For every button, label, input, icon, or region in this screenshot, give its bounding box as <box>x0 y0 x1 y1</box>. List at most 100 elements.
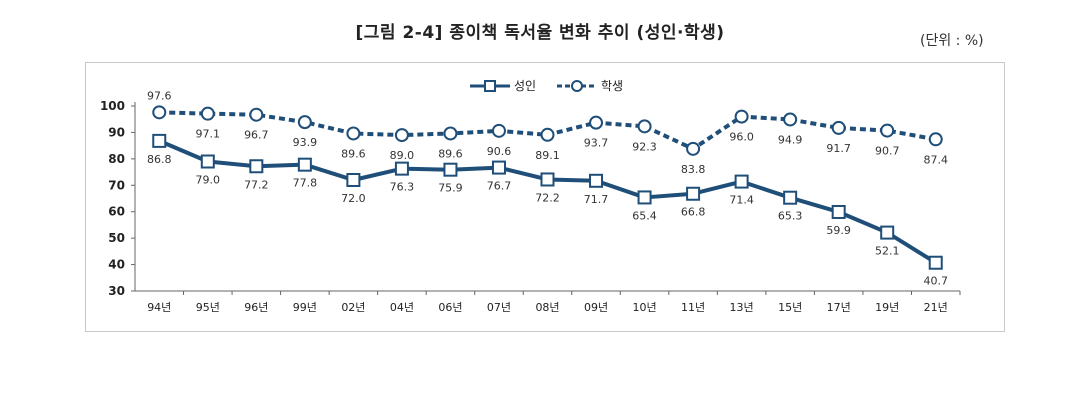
adult-data-label-16: 40.7 <box>923 275 948 288</box>
figure-title: [그림 2-4] 종이책 독서율 변화 추이 (성인·학생) <box>355 23 725 43</box>
student-point-10 <box>637 119 652 134</box>
x-tick-label-1: 95년 <box>196 301 220 314</box>
student-data-label-15: 90.7 <box>875 145 900 158</box>
student-data-label-4: 89.6 <box>341 147 366 160</box>
student-point-4 <box>346 126 361 141</box>
student-data-label-11: 83.8 <box>681 163 706 176</box>
chart-frame <box>85 62 1005 332</box>
adult-data-label-8: 72.2 <box>535 191 560 204</box>
student-data-label-12: 96.0 <box>729 131 754 144</box>
x-tick-label-0: 94년 <box>147 301 171 314</box>
adult-data-label-7: 76.7 <box>487 180 512 193</box>
student-point-12 <box>734 109 749 124</box>
student-point-0 <box>152 105 167 120</box>
adult-data-label-2: 77.2 <box>244 178 269 191</box>
adult-point-1 <box>200 154 215 169</box>
adult-point-12 <box>734 174 749 189</box>
legend-student-label: 학생 <box>601 79 623 93</box>
adult-data-label-13: 65.3 <box>778 210 803 223</box>
x-tick-label-4: 02년 <box>341 301 365 314</box>
student-data-label-10: 92.3 <box>632 140 657 153</box>
x-tick-label-8: 08년 <box>535 301 559 314</box>
student-point-11 <box>686 141 701 156</box>
student-data-label-1: 97.1 <box>196 128 221 141</box>
adult-data-label-6: 75.9 <box>438 182 463 195</box>
adult-point-7 <box>491 160 506 175</box>
adult-point-2 <box>249 159 264 174</box>
student-point-3 <box>297 115 312 130</box>
adult-data-label-14: 59.9 <box>826 224 851 237</box>
x-tick-label-13: 15년 <box>778 301 802 314</box>
adult-data-label-9: 71.7 <box>584 193 609 206</box>
student-data-label-0: 97.6 <box>147 89 172 102</box>
y-tick-label-6: 40 <box>108 258 125 272</box>
unit-label: (단위 : %) <box>920 33 984 49</box>
student-point-8 <box>540 127 555 142</box>
x-tick-label-11: 11년 <box>681 301 705 314</box>
adult-data-label-5: 76.3 <box>390 181 415 194</box>
adult-point-15 <box>880 225 895 240</box>
adult-data-label-10: 65.4 <box>632 209 657 222</box>
adult-point-14 <box>831 204 846 219</box>
adult-data-label-11: 66.8 <box>681 206 706 219</box>
student-data-label-13: 94.9 <box>778 133 803 146</box>
x-tick-label-3: 99년 <box>293 301 317 314</box>
x-tick-label-7: 07년 <box>487 301 511 314</box>
student-point-2 <box>249 107 264 122</box>
student-data-label-14: 91.7 <box>826 142 851 155</box>
student-point-5 <box>394 128 409 143</box>
adult-point-4 <box>346 173 361 187</box>
x-tick-label-2: 96년 <box>244 301 268 314</box>
y-tick-label-4: 60 <box>108 205 125 219</box>
student-point-13 <box>783 112 798 127</box>
adult-data-label-3: 77.8 <box>293 177 318 190</box>
y-tick-label-0: 100 <box>100 99 125 113</box>
student-point-6 <box>443 126 458 141</box>
legend-adult-label: 성인 <box>514 79 536 93</box>
adult-data-label-1: 79.0 <box>196 174 221 187</box>
student-data-label-5: 89.0 <box>390 149 415 162</box>
x-tick-label-12: 13년 <box>730 301 754 314</box>
adult-point-9 <box>589 173 604 188</box>
student-data-label-3: 93.9 <box>293 136 318 149</box>
student-point-14 <box>831 120 846 135</box>
student-point-1 <box>200 106 215 121</box>
adult-point-3 <box>297 157 312 172</box>
adult-point-8 <box>540 172 555 187</box>
adult-point-10 <box>637 190 652 205</box>
x-tick-label-10: 10년 <box>632 301 656 314</box>
y-tick-label-3: 70 <box>108 178 125 192</box>
student-data-label-7: 90.6 <box>487 145 512 158</box>
student-point-15 <box>880 123 895 138</box>
y-tick-label-2: 80 <box>108 152 125 166</box>
adult-point-16 <box>928 255 943 270</box>
y-tick-label-1: 90 <box>108 125 125 139</box>
adult-point-5 <box>394 161 409 176</box>
x-tick-label-14: 17년 <box>827 301 851 314</box>
adult-data-label-4: 72.0 <box>341 192 366 205</box>
student-point-16 <box>928 132 943 147</box>
y-tick-label-5: 50 <box>108 231 125 245</box>
adult-point-6 <box>443 162 458 177</box>
student-point-9 <box>589 115 604 130</box>
x-tick-label-6: 06년 <box>438 301 462 314</box>
adult-point-0 <box>152 133 167 148</box>
x-tick-label-16: 21년 <box>924 301 948 314</box>
x-tick-label-5: 04년 <box>390 301 414 314</box>
adult-point-11 <box>686 186 701 201</box>
adult-data-label-12: 71.4 <box>729 194 754 207</box>
student-data-label-8: 89.1 <box>535 149 560 162</box>
student-data-label-16: 87.4 <box>923 153 948 166</box>
adult-point-13 <box>783 190 798 205</box>
legend-adult-marker <box>484 80 496 92</box>
student-point-7 <box>491 123 506 138</box>
student-data-label-2: 96.7 <box>244 129 269 142</box>
legend-student-marker <box>571 80 583 92</box>
x-tick-label-9: 09년 <box>584 301 608 314</box>
x-tick-label-15: 19년 <box>875 301 899 314</box>
adult-data-label-15: 52.1 <box>875 245 900 258</box>
student-data-label-6: 89.6 <box>438 147 463 160</box>
y-tick-label-7: 30 <box>108 284 125 298</box>
adult-data-label-0: 86.8 <box>147 153 172 166</box>
